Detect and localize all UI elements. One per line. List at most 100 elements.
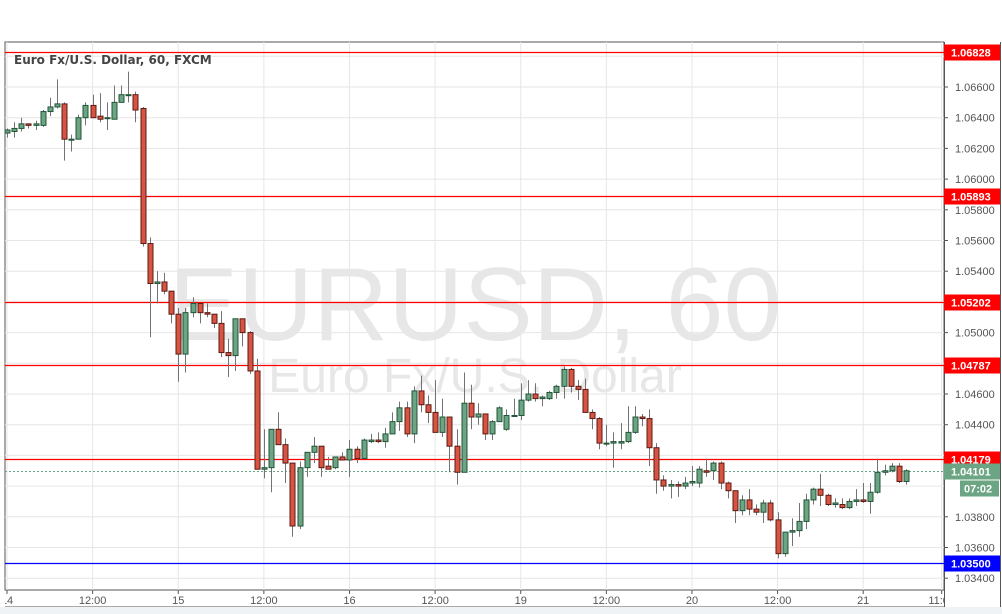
candle-up: [682, 476, 689, 490]
candle-down: [732, 490, 739, 523]
candle-up: [361, 438, 368, 459]
candle-body: [632, 416, 639, 433]
candle-up: [111, 85, 118, 120]
candle-down: [275, 412, 282, 446]
level-price-label: 1.06828: [951, 48, 991, 60]
candle-up: [18, 117, 25, 132]
candle-body: [354, 448, 361, 459]
time-tick-label: 12:00: [764, 595, 792, 607]
candle-body: [33, 123, 40, 126]
candle-up: [710, 461, 717, 480]
price-tick-label: 1.03800: [955, 512, 995, 524]
candle-body: [903, 470, 910, 482]
candle-body: [125, 94, 132, 97]
candle-body: [204, 312, 211, 315]
candle-down: [825, 493, 832, 507]
price-tick-label: 1.03600: [955, 543, 995, 555]
level-price-label: 1.04787: [951, 361, 991, 373]
candle-body: [789, 530, 796, 533]
candle-up: [696, 466, 703, 488]
candle-up: [297, 461, 304, 530]
candle-down: [289, 462, 296, 537]
candle-down: [860, 483, 867, 503]
candle-body: [461, 402, 468, 473]
candle-up: [346, 440, 353, 477]
candle-down: [703, 458, 710, 477]
candle-down: [775, 512, 782, 559]
candle-down: [753, 504, 760, 516]
candle-body: [154, 281, 161, 284]
candle-body: [104, 117, 111, 120]
candle-body: [175, 313, 182, 355]
candle-up: [668, 479, 675, 499]
candle-up: [760, 499, 767, 523]
time-tick-label: 16: [343, 595, 355, 607]
candle-up: [853, 489, 860, 507]
candle-body: [454, 445, 461, 473]
candle-body: [47, 106, 54, 113]
candle-body: [275, 428, 282, 446]
candle-down: [239, 318, 246, 347]
candle-up: [104, 102, 111, 130]
price-tick-label: 1.05000: [955, 328, 995, 340]
last-price-label: 1.04101: [951, 467, 991, 479]
candle-body: [817, 488, 824, 496]
candle-body: [775, 519, 782, 555]
candle-down: [147, 237, 154, 338]
candle-body: [746, 499, 753, 510]
time-tick-label: 14: [1, 595, 13, 607]
candle-up: [382, 427, 389, 448]
candle-body: [90, 104, 97, 119]
candle-up: [889, 463, 896, 473]
candle-down: [896, 463, 903, 484]
candle-up: [461, 372, 468, 473]
time-tick-label: 12:00: [79, 595, 107, 607]
candle-body: [660, 479, 667, 487]
candle-down: [446, 416, 453, 473]
candle-up: [903, 469, 910, 485]
candle-down: [596, 417, 603, 450]
candle-up: [82, 102, 89, 126]
candle-up: [154, 271, 161, 304]
candle-body: [361, 439, 368, 459]
level-price-label-bg: [944, 294, 1000, 311]
candle-up: [311, 436, 318, 464]
candle-body: [439, 416, 446, 433]
candle-body: [5, 129, 11, 134]
candle-down: [325, 456, 332, 470]
candle-body: [432, 411, 439, 433]
candle-down: [425, 395, 432, 424]
candle-down: [817, 473, 824, 507]
candle-body: [725, 482, 732, 492]
time-axis[interactable]: 14 12:00 15 12:00 16 12:00 19 12:00 20 12:00 21 11:…: [1, 590, 955, 607]
candle-down: [646, 409, 653, 467]
candle-up: [553, 384, 560, 399]
candle-body: [489, 421, 496, 435]
candle-up: [796, 502, 803, 537]
candle-body: [511, 414, 518, 417]
top-toolbar-area: [0, 0, 1002, 40]
candle-body: [232, 318, 239, 357]
candle-up: [268, 428, 275, 493]
candle-down: [168, 290, 175, 324]
candle-body: [753, 508, 760, 513]
candle-body: [425, 404, 432, 413]
candle-body: [553, 385, 560, 393]
candle-body: [111, 101, 118, 120]
candle-up: [75, 114, 82, 140]
candle-body: [860, 499, 867, 502]
candle-down: [482, 413, 489, 441]
candle-body: [796, 520, 803, 532]
candle-down: [339, 452, 346, 461]
last-price-label-bg: [944, 463, 1000, 480]
candle-body: [610, 441, 617, 444]
candle-body: [182, 312, 189, 355]
candle-up: [475, 403, 482, 425]
chart-svg[interactable]: EURUSD, 60 Euro Fx/U.S. Dollar Euro Fx/U…: [0, 40, 1002, 607]
candle-body: [882, 470, 889, 473]
horizontal-levels[interactable]: [5, 51, 944, 565]
candle-down: [204, 303, 211, 318]
price-axis[interactable]: 1.06600 1.06400 1.06200 1.06000 1.05800 1.056…: [944, 40, 1002, 607]
candle-body: [803, 499, 810, 522]
candlestick-chart[interactable]: EURUSD, 60 Euro Fx/U.S. Dollar Euro Fx/U…: [0, 40, 1002, 607]
